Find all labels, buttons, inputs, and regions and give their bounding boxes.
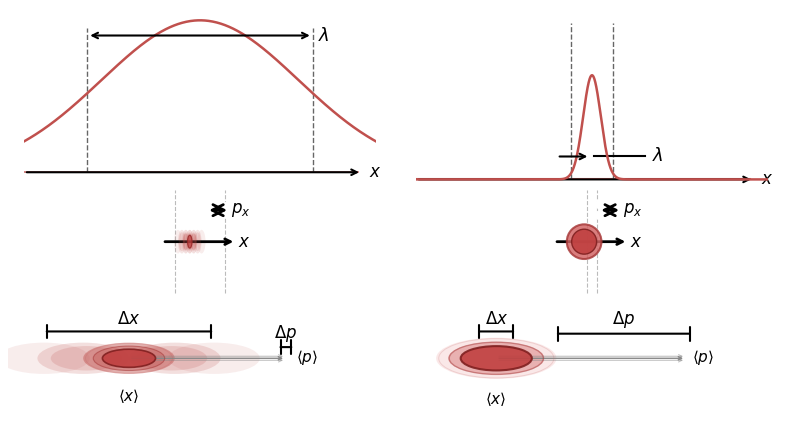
Ellipse shape bbox=[187, 233, 193, 250]
Text: $\Delta x$: $\Delta x$ bbox=[118, 310, 141, 328]
Text: $\langle p \rangle$: $\langle p \rangle$ bbox=[296, 348, 318, 367]
Text: $x$: $x$ bbox=[630, 233, 642, 251]
Circle shape bbox=[94, 346, 165, 371]
Circle shape bbox=[461, 346, 532, 371]
Circle shape bbox=[0, 343, 90, 374]
Ellipse shape bbox=[186, 230, 194, 254]
Circle shape bbox=[38, 343, 129, 374]
Text: $\langle p \rangle$: $\langle p \rangle$ bbox=[693, 348, 714, 367]
Circle shape bbox=[83, 343, 174, 374]
Circle shape bbox=[566, 223, 602, 260]
Circle shape bbox=[436, 338, 557, 379]
Text: $\Delta p$: $\Delta p$ bbox=[274, 323, 298, 344]
Text: $p_x$: $p_x$ bbox=[231, 201, 251, 219]
Ellipse shape bbox=[191, 233, 197, 250]
Text: $p_x$: $p_x$ bbox=[623, 201, 643, 219]
Ellipse shape bbox=[190, 232, 197, 251]
Circle shape bbox=[572, 229, 597, 254]
Circle shape bbox=[136, 346, 207, 371]
Text: $\langle x \rangle$: $\langle x \rangle$ bbox=[486, 390, 507, 407]
Text: $\lambda$: $\lambda$ bbox=[652, 148, 663, 165]
Ellipse shape bbox=[190, 230, 198, 254]
Circle shape bbox=[168, 343, 260, 374]
Text: $x$: $x$ bbox=[369, 163, 382, 181]
Ellipse shape bbox=[178, 230, 186, 254]
Ellipse shape bbox=[194, 232, 201, 251]
Text: $\langle x \rangle$: $\langle x \rangle$ bbox=[118, 388, 140, 405]
Circle shape bbox=[102, 349, 155, 367]
Text: $\Delta p$: $\Delta p$ bbox=[612, 310, 635, 330]
Ellipse shape bbox=[182, 232, 189, 251]
Ellipse shape bbox=[187, 235, 192, 248]
Ellipse shape bbox=[186, 232, 193, 251]
Ellipse shape bbox=[183, 233, 189, 250]
Text: $\Delta x$: $\Delta x$ bbox=[485, 310, 508, 328]
Text: $x$: $x$ bbox=[238, 233, 250, 251]
Ellipse shape bbox=[198, 230, 206, 254]
Circle shape bbox=[567, 224, 602, 259]
Ellipse shape bbox=[194, 230, 202, 254]
Text: $\lambda$: $\lambda$ bbox=[318, 27, 330, 45]
Text: $x$: $x$ bbox=[761, 170, 774, 188]
Circle shape bbox=[50, 346, 122, 371]
Circle shape bbox=[448, 342, 545, 375]
Ellipse shape bbox=[178, 232, 185, 251]
Circle shape bbox=[129, 343, 221, 374]
Ellipse shape bbox=[174, 230, 182, 254]
Ellipse shape bbox=[182, 230, 190, 254]
